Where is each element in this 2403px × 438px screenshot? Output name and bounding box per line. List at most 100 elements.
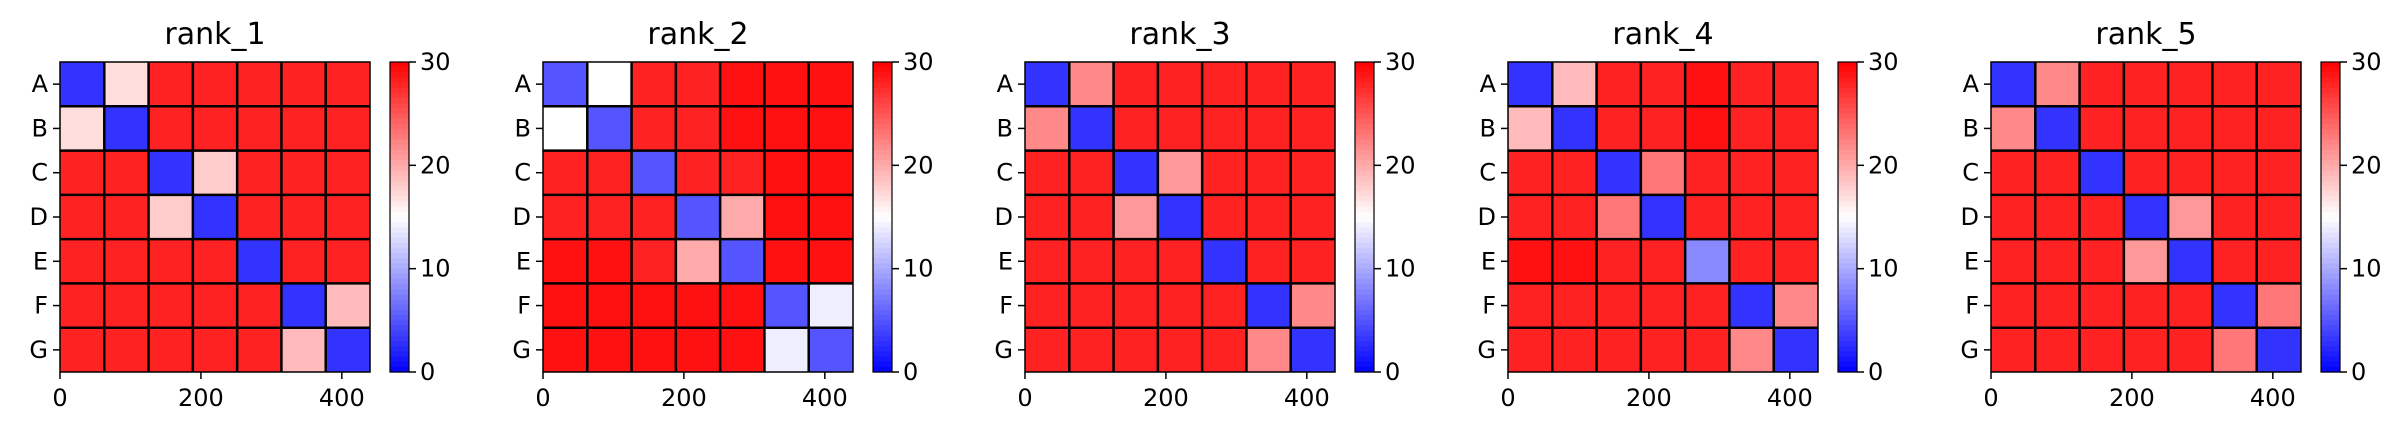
heatmap-cell [808, 106, 853, 151]
colorbar-tick-label: 10 [1385, 255, 1416, 283]
heatmap-cell [587, 194, 632, 240]
colorbar-segment [873, 62, 892, 68]
colorbar-segment [390, 113, 409, 120]
colorbar-segment [1838, 315, 1857, 321]
x-tick-label: 0 [1983, 384, 1998, 412]
heatmap-cell [1552, 150, 1597, 195]
colorbar-segment [873, 124, 892, 130]
colorbar-segment [2321, 129, 2340, 135]
y-tick-label: E [1964, 247, 1979, 275]
heatmap-cell [148, 106, 193, 151]
colorbar-segment [390, 98, 409, 104]
colorbar-segment [390, 175, 409, 182]
colorbar-segment [873, 320, 892, 327]
heatmap-cell [1685, 150, 1730, 195]
heatmap-cell [2035, 62, 2080, 107]
heatmap-cell [2079, 283, 2124, 328]
x-tick-label: 0 [1017, 384, 1032, 412]
heatmap-cell [237, 239, 282, 284]
colorbar-segment [390, 155, 409, 161]
colorbar-segment [390, 320, 409, 327]
x-tick-label: 200 [2109, 384, 2155, 412]
colorbar-segment [1355, 103, 1374, 110]
colorbar-segment [1355, 124, 1374, 130]
colorbar-segment [2321, 346, 2340, 352]
y-tick-label: A [997, 70, 1014, 98]
y-tick-label: E [998, 247, 1013, 275]
colorbar-tick-label: 10 [2351, 255, 2382, 283]
heatmap-cell [1113, 62, 1158, 107]
colorbar-segment [2321, 320, 2340, 327]
colorbar-segment [2321, 217, 2340, 223]
colorbar-segment [2321, 103, 2340, 110]
colorbar-segment [390, 139, 409, 146]
heatmap-cell [1685, 194, 1730, 240]
colorbar-segment [1838, 82, 1857, 89]
colorbar-tick-label: 20 [903, 151, 934, 179]
heatmap-cell [543, 283, 588, 328]
colorbar-segment [1355, 242, 1374, 249]
heatmap-cell [1069, 194, 1114, 240]
colorbar-segment [1838, 289, 1857, 296]
heatmap-cell [1246, 62, 1291, 107]
colorbar-segment [2321, 289, 2340, 296]
heatmap-cell [720, 239, 765, 284]
heatmap-cell [1508, 62, 1553, 107]
colorbar-segment [1838, 366, 1857, 373]
colorbar-segment [2321, 67, 2340, 73]
heatmap-cell [60, 62, 105, 107]
colorbar-segment [2321, 330, 2340, 337]
heatmap-cell [192, 106, 238, 151]
colorbar-segment [390, 248, 409, 254]
heatmap-cell [808, 194, 853, 240]
colorbar-tick-label: 30 [420, 48, 451, 76]
heatmap-cell [1685, 327, 1730, 372]
colorbar-segment [390, 361, 409, 368]
heatmap-cell [281, 106, 326, 151]
colorbar-segment [1355, 248, 1374, 254]
heatmap-cell [192, 283, 238, 328]
heatmap-cell [1069, 150, 1114, 195]
colorbar-segment [390, 237, 409, 244]
colorbar-segment [2321, 144, 2340, 151]
colorbar-tick-label: 0 [2351, 358, 2366, 386]
heatmap-cell [720, 194, 765, 240]
colorbar-segment [1838, 87, 1857, 94]
colorbar-segment [2321, 361, 2340, 368]
colorbar-segment [390, 82, 409, 89]
heatmap-cell [1773, 239, 1818, 284]
colorbar-segment [2321, 279, 2340, 285]
colorbar-segment [2321, 268, 2340, 275]
colorbar-segment [873, 170, 892, 177]
colorbar-segment [1355, 196, 1374, 203]
colorbar-segment [873, 310, 892, 316]
colorbar-segment [390, 124, 409, 130]
heatmap-cell [2123, 327, 2169, 372]
colorbar-segment [1355, 253, 1374, 259]
colorbar-segment [873, 284, 892, 290]
heatmap-cell [1246, 150, 1291, 195]
heatmap-cell [148, 150, 193, 195]
x-tick-label: 400 [319, 384, 365, 412]
heatmap-cell [2035, 194, 2080, 240]
colorbar-segment [873, 180, 892, 187]
heatmap-cell [148, 283, 193, 328]
heatmap-cell [1552, 239, 1597, 284]
y-tick-label: B [32, 114, 48, 142]
colorbar-segment [390, 341, 409, 347]
colorbar-segment [390, 196, 409, 203]
heatmap-cell [104, 239, 149, 284]
colorbar-frame [1837, 61, 1858, 373]
heatmap-cell [237, 106, 282, 151]
heatmap-cell [675, 150, 721, 195]
colorbar-segment [1355, 304, 1374, 311]
heatmap-cell [2212, 150, 2257, 195]
colorbar-segment [1838, 304, 1857, 311]
colorbar-segment [873, 98, 892, 104]
heatmap-cell [1290, 194, 1335, 240]
colorbar-segment [1355, 217, 1374, 223]
heatmap-cell [237, 283, 282, 328]
heatmap-cell [325, 62, 370, 107]
